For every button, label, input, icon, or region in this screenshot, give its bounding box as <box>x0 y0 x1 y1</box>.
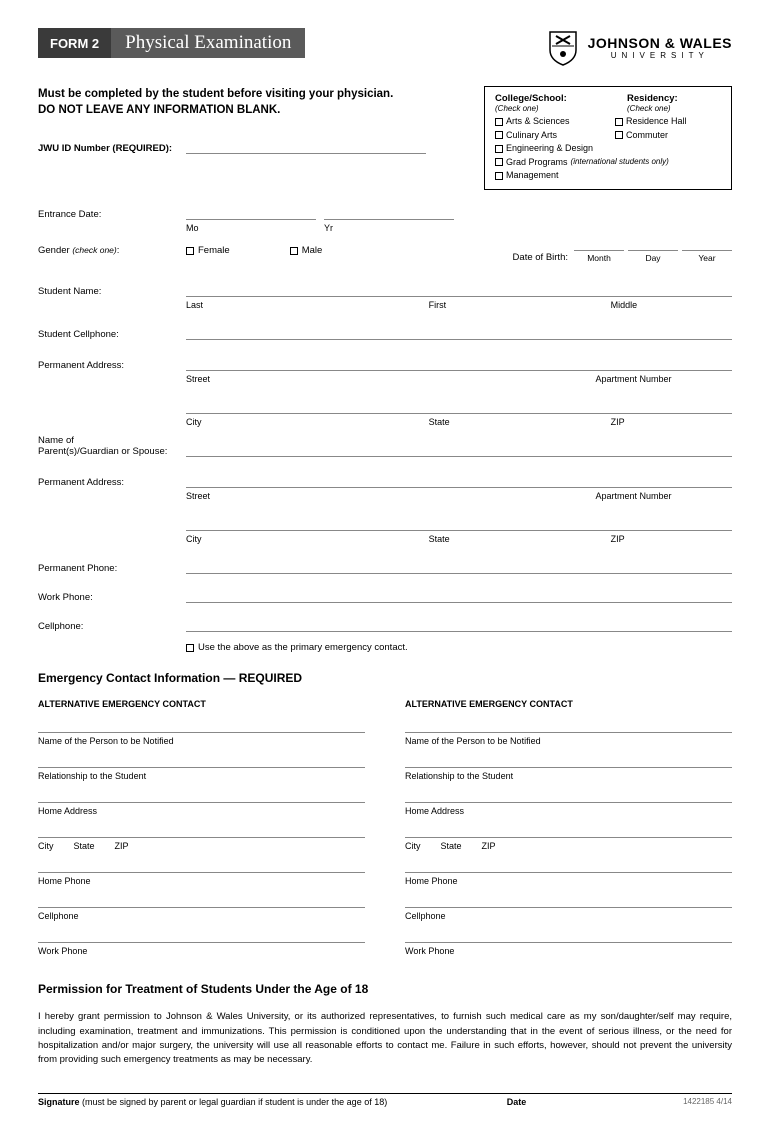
college-school-box: College/School: (Check one) Residency: (… <box>484 86 732 190</box>
checkbox-grad[interactable] <box>495 158 503 166</box>
ec2-name-input[interactable] <box>405 719 732 733</box>
permission-heading: Permission for Treatment of Students Und… <box>38 982 732 996</box>
cell2-input[interactable] <box>186 618 732 632</box>
checkbox-culinary[interactable] <box>495 131 503 139</box>
ec2-work-input[interactable] <box>405 929 732 943</box>
emergency-heading: Emergency Contact Information — REQUIRED <box>38 671 732 685</box>
student-name-label: Student Name: <box>38 286 186 297</box>
checkbox-female[interactable] <box>186 247 194 255</box>
cell2-label: Cellphone: <box>38 621 186 632</box>
perm-addr-city-input[interactable] <box>186 400 732 414</box>
form-code: 1422185 4/14 <box>683 1097 732 1107</box>
instructions: Must be completed by the student before … <box>38 86 464 190</box>
residency-heading: Residency: <box>627 93 678 104</box>
form-title: Physical Examination <box>111 28 305 58</box>
perm-addr-label: Permanent Address: <box>38 360 186 371</box>
dob-year-input[interactable] <box>682 239 732 251</box>
perm-addr-street-input[interactable] <box>186 357 732 371</box>
ec1-addr-input[interactable] <box>38 789 365 803</box>
shield-icon <box>546 28 580 66</box>
ec1-rel-input[interactable] <box>38 754 365 768</box>
dob-month-input[interactable] <box>574 239 624 251</box>
student-name-input[interactable] <box>186 283 732 297</box>
ec1-work-input[interactable] <box>38 929 365 943</box>
form-number: FORM 2 <box>38 28 111 58</box>
checkbox-management[interactable] <box>495 172 503 180</box>
ec2-home-phone-input[interactable] <box>405 859 732 873</box>
jwu-id-label: JWU ID Number (REQUIRED): <box>38 143 186 154</box>
residency-sub: (Check one) <box>627 104 678 113</box>
checkbox-arts[interactable] <box>495 118 503 126</box>
university-logo: JOHNSON & WALES UNIVERSITY <box>546 28 732 66</box>
parent-addr-label: Permanent Address: <box>38 477 186 488</box>
header: FORM 2 Physical Examination JOHNSON & WA… <box>38 28 732 66</box>
dob-label: Date of Birth: <box>513 252 568 263</box>
checkbox-male[interactable] <box>290 247 298 255</box>
ec2-addr-input[interactable] <box>405 789 732 803</box>
ec1-cell-input[interactable] <box>38 894 365 908</box>
cellphone-label: Student Cellphone: <box>38 329 186 340</box>
college-heading: College/School: <box>495 93 603 104</box>
parent-addr-city-input[interactable] <box>186 517 732 531</box>
work-phone-input[interactable] <box>186 589 732 603</box>
parent-addr-street-input[interactable] <box>186 474 732 488</box>
parent-name-input[interactable] <box>186 443 732 457</box>
checkbox-engineering[interactable] <box>495 145 503 153</box>
checkbox-commuter[interactable] <box>615 131 623 139</box>
ec2-rel-input[interactable] <box>405 754 732 768</box>
ec2-cell-input[interactable] <box>405 894 732 908</box>
form-title-box: FORM 2 Physical Examination <box>38 28 305 58</box>
ec1-name-input[interactable] <box>38 719 365 733</box>
instruction-line-2: DO NOT LEAVE ANY INFORMATION BLANK. <box>38 102 464 118</box>
dob-day-input[interactable] <box>628 239 678 251</box>
perm-phone-input[interactable] <box>186 560 732 574</box>
instruction-line-1: Must be completed by the student before … <box>38 86 464 102</box>
gender-label: Gender <box>38 245 70 256</box>
entrance-yr-input[interactable] <box>324 206 454 220</box>
perm-phone-label: Permanent Phone: <box>38 563 186 574</box>
ec1-home-phone-input[interactable] <box>38 859 365 873</box>
work-phone-label: Work Phone: <box>38 592 186 603</box>
entrance-mo-input[interactable] <box>186 206 316 220</box>
signature-row: Signature (must be signed by parent or l… <box>38 1093 732 1107</box>
emergency-contact-2: ALTERNATIVE EMERGENCY CONTACT Name of th… <box>405 699 732 964</box>
emergency-contact-1: ALTERNATIVE EMERGENCY CONTACT Name of th… <box>38 699 365 964</box>
permission-text: I hereby grant permission to Johnson & W… <box>38 1010 732 1067</box>
college-sub: (Check one) <box>495 104 603 113</box>
checkbox-residence[interactable] <box>615 118 623 126</box>
logo-sub-text: UNIVERSITY <box>588 51 732 60</box>
ec2-csz-input[interactable] <box>405 824 732 838</box>
checkbox-primary-ec[interactable] <box>186 644 194 652</box>
logo-main-text: JOHNSON & WALES <box>588 35 732 51</box>
ec1-csz-input[interactable] <box>38 824 365 838</box>
cellphone-input[interactable] <box>186 326 732 340</box>
jwu-id-input[interactable] <box>186 140 426 154</box>
entrance-label: Entrance Date: <box>38 209 186 220</box>
